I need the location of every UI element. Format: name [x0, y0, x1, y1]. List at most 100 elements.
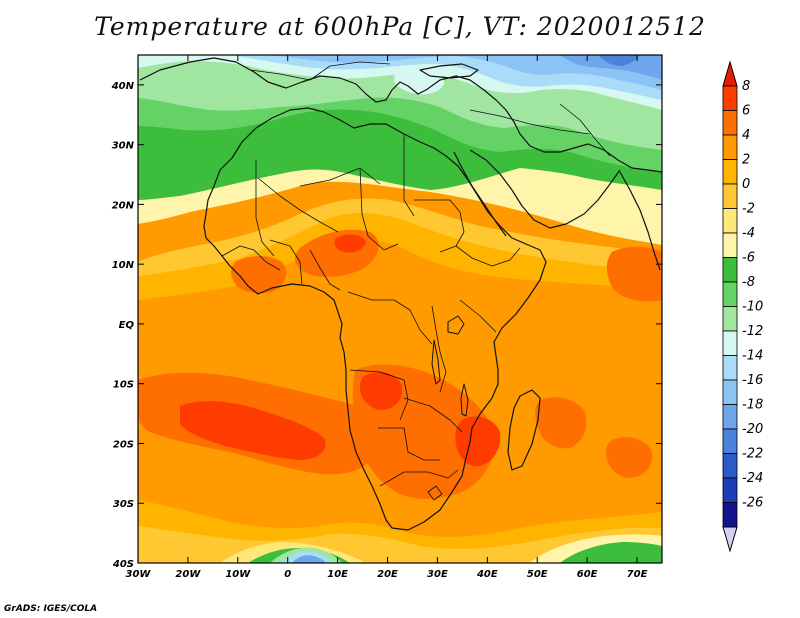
colorbar-swatch: [722, 159, 738, 185]
colorbar-label: -4: [742, 226, 755, 241]
lon-tick-label: 50E: [527, 569, 548, 580]
field-patch-sahel-hot: [334, 234, 366, 253]
colorbar-label: 6: [742, 104, 750, 119]
lon-tick-label: 70E: [627, 569, 648, 580]
colorbar-label: -16: [742, 373, 763, 388]
colorbar-swatch: [722, 257, 738, 283]
colorbar-swatch: [722, 281, 738, 307]
arabian-peninsula-coastline: [469, 149, 621, 229]
lat-tick-label: 40N: [111, 81, 135, 92]
lat-tick-label: 10S: [113, 380, 134, 391]
colorbar-label: -14: [742, 349, 763, 364]
border-algeria-mali: [257, 177, 339, 233]
border-lesotho: [427, 485, 443, 501]
field-band-south-east-neg7: [560, 542, 662, 563]
field-patch-indian-ocean: [606, 437, 653, 478]
colorbar-swatch: [722, 379, 738, 405]
border-sudan: [414, 199, 465, 253]
india-coastline: [619, 171, 661, 271]
lake-tanganyika: [431, 339, 441, 385]
colorbar-label: -24: [742, 471, 763, 486]
colorbar-bottom-triangle: [722, 526, 738, 553]
border-namibia-botswana: [378, 427, 440, 461]
border-westafrica-1: [221, 245, 281, 271]
lon-tick-label: 10W: [225, 569, 251, 580]
madagascar-coastline: [507, 389, 541, 471]
lon-tick-label: 30E: [427, 569, 448, 580]
latitude-axis: 40N 30N 20N 10N EQ 10S 20S 30S 40S: [111, 81, 662, 570]
colorbar-label: -6: [742, 251, 755, 266]
lat-tick-label: 20N: [112, 200, 135, 211]
longitude-axis: 30W 20W 10W 0 10E 20E 30E 40E 50E 60E 70E: [126, 55, 648, 580]
lon-tick-label: 10E: [327, 569, 348, 580]
colorbar: 8 6 4 2 0 -2 -4 -6 -8 -10 -12 -14 -16 -18 -20 -22 -24 -26: [722, 60, 763, 553]
lon-tick-label: 20W: [175, 569, 201, 580]
border-westafrica-2: [269, 239, 303, 285]
chart-title: Temperature at 600hPa [C], VT: 202001251…: [94, 12, 706, 41]
field-patch-arabian-sea: [606, 246, 662, 302]
colorbar-label: 8: [742, 79, 750, 94]
colorbar-label: -18: [742, 398, 763, 413]
caspian-black-sea-coast: [419, 63, 479, 79]
border-chad: [359, 167, 399, 251]
grads-credit: GrADS: IGES/COLA: [4, 604, 98, 614]
border-libya-egypt: [403, 134, 415, 217]
europe-coastline: [139, 57, 662, 173]
lat-tick-label: EQ: [119, 320, 135, 331]
border-iran: [559, 103, 611, 157]
field-band-neg17: [250, 55, 662, 90]
colorbar-label: -8: [742, 275, 755, 290]
border-kenya-tanzania: [459, 299, 497, 333]
colorbar-label: -22: [742, 447, 763, 462]
border-south-africa: [379, 469, 459, 487]
lon-tick-label: 60E: [577, 569, 598, 580]
colorbar-label: -26: [742, 496, 763, 511]
colorbar-swatch: [722, 404, 738, 430]
field-band-south-neg19: [292, 555, 326, 563]
colorbar-swatch: [722, 477, 738, 503]
colorbar-top-triangle: [722, 60, 738, 87]
lat-tick-label: 30S: [113, 499, 134, 510]
colorbar-label: 4: [742, 128, 750, 143]
lake-victoria: [447, 315, 465, 335]
lon-tick-label: 30W: [126, 569, 152, 580]
lat-tick-label: 40S: [112, 559, 134, 570]
great-lakes: [431, 315, 469, 417]
colorbar-swatch: [722, 502, 738, 528]
field-patch-south-atlantic-hot: [180, 401, 326, 460]
lake-malawi: [460, 383, 469, 417]
colorbar-label: -12: [742, 324, 763, 339]
border-zambia-zimbabwe: [403, 397, 463, 433]
border-drc-east: [431, 305, 447, 393]
border-sahara-east: [255, 160, 275, 257]
border-europe: [249, 61, 391, 81]
temperature-field: [138, 55, 662, 563]
colorbar-label: -20: [742, 422, 763, 437]
colorbar-label: 2: [742, 153, 750, 168]
border-niger: [299, 167, 381, 187]
colorbar-swatch: [722, 208, 738, 234]
lat-tick-label: 30N: [112, 141, 135, 152]
colorbar-label: -2: [742, 202, 755, 217]
colorbar-swatch: [722, 330, 738, 356]
border-middle-east: [469, 109, 591, 135]
colorbar-swatch: [722, 232, 738, 258]
colorbar-swatch: [722, 183, 738, 209]
border-angola: [349, 369, 409, 421]
field-band-neg19: [560, 55, 662, 80]
red-sea-coastline: [453, 151, 507, 237]
colorbar-swatch: [722, 306, 738, 332]
field-patch-zambia: [360, 371, 403, 410]
coastlines-and-borders: [139, 57, 662, 531]
border-congo-basin: [347, 291, 433, 345]
africa-coastline: [203, 107, 547, 531]
colorbar-swatch: [722, 453, 738, 479]
colorbar-swatch: [722, 355, 738, 381]
lat-tick-label: 10N: [112, 260, 135, 271]
field-blob-med: [394, 68, 445, 95]
lon-tick-label: 20E: [377, 569, 398, 580]
colorbar-swatch: [722, 110, 738, 136]
plot-frame: [137, 54, 663, 564]
lon-tick-label: 40E: [476, 569, 498, 580]
